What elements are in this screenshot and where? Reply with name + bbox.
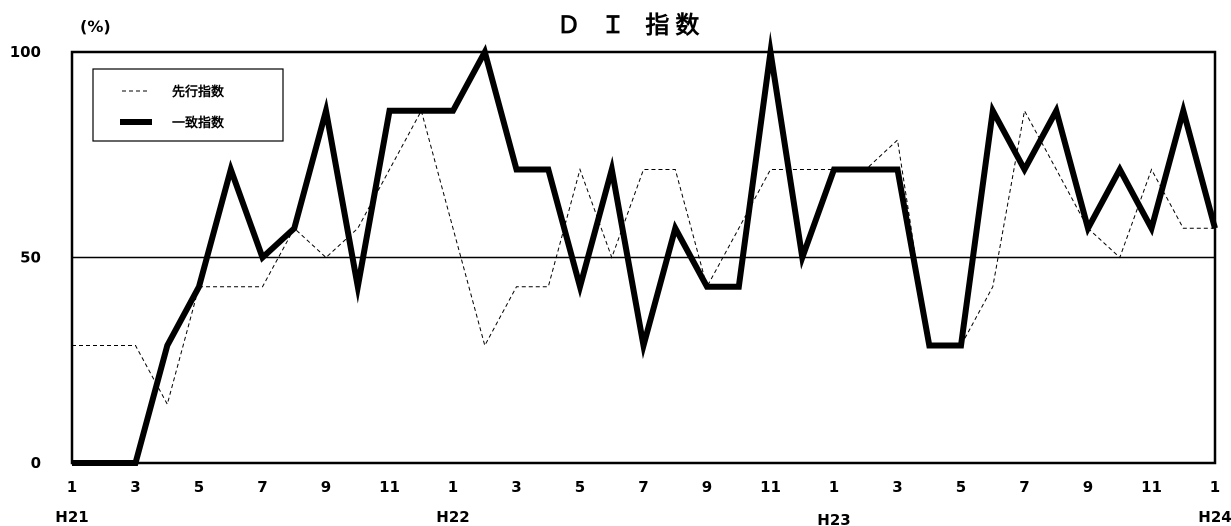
x-tick-label: 5 [575, 478, 585, 496]
series-layer [72, 31, 1218, 466]
x-tick-label: 1 [67, 478, 77, 496]
x-tick-label: 1 [829, 478, 839, 496]
y-tick-label: 50 [20, 249, 41, 267]
era-label: H23 [817, 511, 850, 526]
y-unit-label: (%) [80, 17, 111, 36]
x-tick-label: 11 [1141, 478, 1162, 496]
y-tick-label: 0 [31, 454, 41, 472]
era-label: H22 [436, 508, 469, 526]
x-tick-label: 3 [511, 478, 521, 496]
legend-box [92, 68, 284, 142]
x-tick-label: 3 [130, 478, 140, 496]
series-line-leading [72, 109, 1215, 406]
x-tick-label: 9 [321, 478, 331, 496]
x-tick-label: 9 [702, 478, 712, 496]
legend-label-leading: 先行指数 [172, 84, 225, 100]
x-tick-label: 1 [1210, 478, 1220, 496]
chart-title: Ｄ Ｉ 指数 [557, 11, 706, 39]
x-tick-label: 7 [257, 478, 267, 496]
x-tick-label: 5 [194, 478, 204, 496]
x-tick-label: 3 [892, 478, 902, 496]
legend-label-coincident: 一致指数 [172, 115, 225, 131]
y-tick-label: 100 [10, 43, 41, 61]
era-label: H24 [1198, 508, 1231, 526]
era-label: H21 [55, 508, 88, 526]
x-tick-label: 11 [760, 478, 781, 496]
series-line-coincident [72, 31, 1218, 466]
x-axis-ticks: 1 3 5 7 9 11 1 3 5 7 9 11 1 3 5 7 9 11 1 [67, 478, 1220, 496]
y-axis-ticks: 0 50 100 [10, 43, 41, 472]
legend: 先行指数 一致指数 [92, 68, 284, 142]
x-tick-label: 1 [448, 478, 458, 496]
x-tick-label: 9 [1083, 478, 1093, 496]
x-tick-label: 11 [379, 478, 400, 496]
era-labels: H21 H22 H23 H24 [55, 508, 1231, 526]
x-tick-label: 7 [1019, 478, 1029, 496]
x-tick-label: 7 [638, 478, 648, 496]
x-tick-label: 5 [956, 478, 966, 496]
